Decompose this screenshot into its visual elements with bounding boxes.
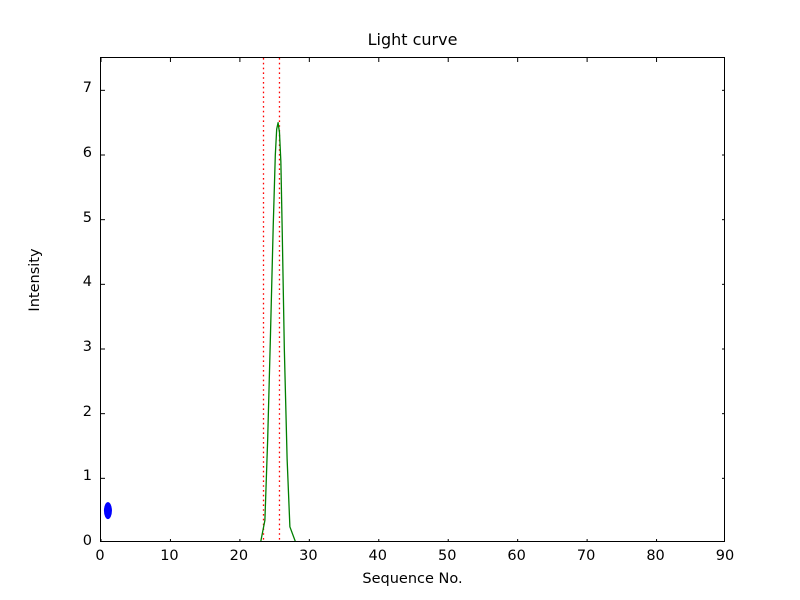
- blue-marker-point: [103, 502, 112, 520]
- x-tick-label: 0: [95, 548, 105, 564]
- x-tick-label: 70: [576, 548, 596, 564]
- x-tick-label: 60: [507, 548, 526, 564]
- y-tick-label: 4: [82, 274, 92, 291]
- y-tick-label: 5: [82, 209, 92, 226]
- x-tick-label: 50: [437, 548, 457, 564]
- inner-tick-marks: [101, 58, 724, 541]
- y-tick-label: 1: [82, 468, 92, 485]
- x-tick-label-group: 0 10 20 30 40 50 60 70 80 90: [95, 548, 734, 568]
- y-tick-label: 0: [82, 533, 92, 549]
- y-axis-label: Intensity: [27, 248, 43, 312]
- light-curve-line: [260, 122, 296, 541]
- y-tick-label: 2: [82, 403, 92, 420]
- y-tick-label: 3: [82, 339, 92, 355]
- plot-axes-area: [100, 57, 725, 542]
- plot-svg: [101, 58, 724, 541]
- x-tick-label: 40: [368, 548, 387, 564]
- y-tick-label: 7: [82, 80, 92, 97]
- x-tick-label: 10: [160, 548, 179, 564]
- x-axis-label: Sequence No.: [362, 571, 463, 587]
- x-tick-label: 80: [646, 548, 665, 564]
- vertical-reference-lines: [262, 58, 281, 541]
- chart-title: Light curve: [367, 30, 458, 49]
- y-tick-label: 6: [82, 145, 92, 161]
- y-tick-label-group: 0 1 2 3 4 5 6 7: [56, 57, 92, 548]
- x-tick-label: 90: [715, 548, 735, 564]
- x-tick-label: 20: [229, 548, 249, 564]
- x-tick-label: 30: [299, 548, 318, 564]
